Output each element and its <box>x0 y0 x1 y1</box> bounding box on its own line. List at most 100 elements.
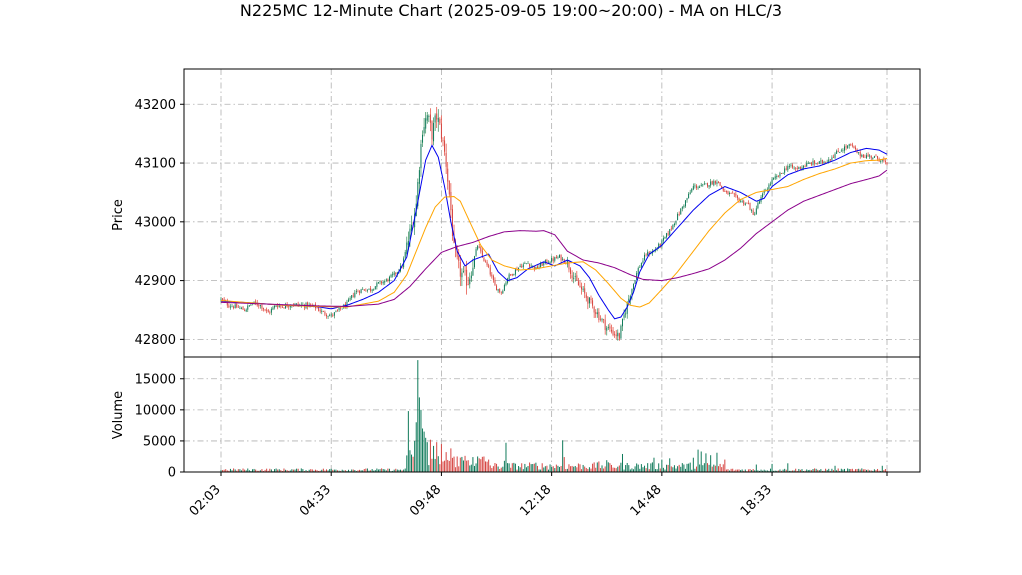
candle-body <box>404 252 406 258</box>
candle-body <box>338 307 340 311</box>
candle-body <box>516 269 518 271</box>
volume-bar <box>398 469 400 472</box>
candle-body <box>319 310 321 312</box>
candle-body <box>511 273 513 276</box>
volume-bar <box>440 444 442 472</box>
volume-bar <box>812 469 814 472</box>
volume-bar <box>719 463 721 472</box>
candle-body <box>634 280 636 284</box>
candle-body <box>285 304 287 309</box>
volume-bar <box>678 464 680 472</box>
candle-body <box>702 184 704 186</box>
candle-body <box>666 233 668 238</box>
volume-bar <box>505 442 507 472</box>
volume-bar <box>651 462 653 472</box>
candle-body <box>337 310 339 312</box>
candle-body <box>672 224 674 230</box>
price-y-tick-label: 42900 <box>135 274 176 289</box>
candle-body <box>481 250 483 257</box>
candle-body <box>793 167 795 169</box>
candle-body <box>536 266 538 269</box>
candle-body <box>845 146 847 148</box>
volume-bar <box>514 463 516 472</box>
candle-body <box>551 257 553 262</box>
volume-bar <box>831 468 833 472</box>
volume-bar <box>862 469 864 472</box>
candle-body <box>544 260 546 263</box>
candle-body <box>244 310 246 312</box>
volume-bar <box>288 470 290 472</box>
candle-body <box>535 266 537 270</box>
volume-bar <box>658 463 660 472</box>
candle-body <box>458 255 460 262</box>
volume-bar <box>552 466 554 472</box>
volume-bar <box>264 469 266 472</box>
candle-body <box>562 258 564 260</box>
candle-body <box>596 312 598 315</box>
candle-body <box>697 187 699 189</box>
volume-bar <box>357 470 359 472</box>
candle-body <box>740 201 742 203</box>
volume-bar <box>259 470 261 472</box>
volume-bar <box>492 466 494 472</box>
candle-body <box>420 144 422 169</box>
candle-body <box>579 285 581 287</box>
candle-body <box>667 233 669 235</box>
volume-bar <box>691 469 693 472</box>
volume-bar <box>834 465 836 472</box>
volume-bar <box>758 470 760 472</box>
volume-bar <box>496 463 498 472</box>
candle-body <box>368 288 370 290</box>
volume-y-tick-label: 0 <box>168 466 176 481</box>
price-axis-label: Price <box>111 199 126 231</box>
candle-body <box>508 274 510 279</box>
candle-body <box>423 127 425 134</box>
volume-bar <box>684 468 686 472</box>
volume-bar <box>387 468 389 472</box>
volume-bar <box>864 469 866 472</box>
volume-bar <box>462 460 464 472</box>
candle-body <box>781 173 783 174</box>
candle-body <box>333 312 335 316</box>
candle-body <box>270 309 272 313</box>
volume-bar <box>777 470 779 472</box>
candle-body <box>614 334 616 336</box>
candle-body <box>439 118 441 124</box>
candle-body <box>442 140 444 141</box>
volume-bar <box>300 468 302 472</box>
volume-bar <box>655 469 657 472</box>
volume-bar <box>519 467 521 472</box>
volume-bar <box>348 469 350 472</box>
volume-bar <box>595 467 597 472</box>
volume-bar <box>801 469 803 472</box>
volume-bar <box>420 409 422 472</box>
x-tick-label: 14:48 <box>628 482 665 519</box>
volume-axis-label: Volume <box>111 391 126 439</box>
volume-bar <box>242 468 244 472</box>
candle-body <box>584 288 586 294</box>
volume-bar <box>442 461 444 472</box>
candle-body <box>866 155 868 158</box>
volume-bar <box>883 470 885 472</box>
volume-bar <box>233 468 235 472</box>
candle-body <box>519 265 521 268</box>
candle-body <box>374 286 376 290</box>
volume-bar <box>335 469 337 472</box>
volume-bar <box>480 459 482 472</box>
candle-body <box>762 193 764 198</box>
volume-bar <box>412 456 414 472</box>
volume-bar <box>804 470 806 472</box>
candle-body <box>576 275 578 281</box>
volume-bar <box>688 463 690 472</box>
volume-bar <box>769 468 771 472</box>
candle-body <box>771 179 773 185</box>
volume-bar <box>781 470 783 472</box>
candle-body <box>695 185 697 189</box>
candle-body <box>774 176 776 179</box>
volume-bar <box>494 463 496 472</box>
candle-body <box>456 248 458 257</box>
candle-body <box>533 265 535 270</box>
volume-bar <box>365 468 367 472</box>
volume-bar <box>275 468 277 472</box>
